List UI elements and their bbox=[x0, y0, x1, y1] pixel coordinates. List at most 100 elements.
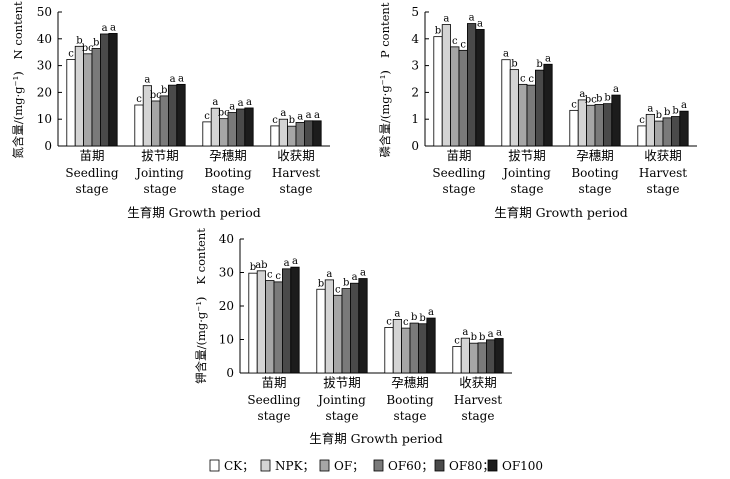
bar-significance-label: b bbox=[419, 313, 425, 324]
bar-significance-label: a bbox=[443, 14, 449, 25]
x-tick-label-cn: 拔节期 bbox=[508, 148, 546, 163]
bar bbox=[679, 110, 689, 147]
bar-significance-label: a bbox=[613, 84, 619, 95]
bar bbox=[392, 318, 403, 374]
x-tick-label-en: Jointing bbox=[501, 166, 551, 180]
legend-label: OF80； bbox=[449, 459, 494, 473]
y-axis-label-en: P content bbox=[378, 2, 392, 58]
bar-significance-label: b bbox=[656, 110, 662, 121]
bar bbox=[662, 117, 672, 147]
bar bbox=[611, 94, 621, 147]
bar-significance-label: b bbox=[604, 93, 610, 104]
bar-significance-label: c bbox=[520, 73, 526, 84]
x-tick-label-cn: 拔节期 bbox=[141, 148, 179, 163]
y-axis-label-en: K content bbox=[194, 228, 208, 285]
bar bbox=[349, 282, 360, 374]
legend-label: OF； bbox=[334, 459, 364, 473]
y-tick-label: 30 bbox=[219, 266, 234, 280]
bar bbox=[333, 294, 343, 374]
y-tick-label: 1 bbox=[411, 112, 419, 126]
y-tick-label: 10 bbox=[37, 112, 52, 126]
x-tick-label-cn: 孕穗期 bbox=[209, 148, 247, 163]
bar bbox=[91, 48, 101, 147]
bar-significance-label: bc bbox=[150, 90, 162, 101]
bar-significance-label: c bbox=[68, 48, 74, 59]
bar-significance-label: a bbox=[428, 307, 434, 318]
x-tick-label-cn: 孕穗期 bbox=[576, 148, 614, 163]
bar-significance-label: a bbox=[246, 97, 252, 108]
y-tick-label: 10 bbox=[219, 333, 234, 347]
bar bbox=[401, 327, 411, 374]
bar-significance-label: bc bbox=[585, 94, 597, 105]
bar-significance-label: b bbox=[250, 262, 256, 273]
bar bbox=[273, 281, 283, 374]
y-tick-label: 4 bbox=[411, 32, 419, 46]
bar-significance-label: c bbox=[267, 270, 273, 281]
bar-significance-label: b bbox=[76, 35, 82, 46]
legend-label: NPK； bbox=[275, 459, 315, 473]
bar bbox=[248, 272, 258, 374]
x-tick-label-en: stage bbox=[647, 182, 680, 196]
bar bbox=[227, 112, 237, 147]
bar bbox=[637, 125, 647, 147]
bar-significance-label: c bbox=[136, 94, 142, 105]
x-tick-label-cn: 收获期 bbox=[277, 148, 315, 163]
x-tick-label-en: Harvest bbox=[454, 393, 502, 407]
x-tick-label-en: Jointing bbox=[134, 166, 184, 180]
x-tick-label-en: Booting bbox=[386, 393, 434, 407]
bar bbox=[256, 270, 267, 374]
bar bbox=[543, 63, 553, 147]
x-tick-label-en: stage bbox=[144, 182, 177, 196]
x-tick-label-en: stage bbox=[258, 409, 291, 423]
bar-significance-label: c bbox=[571, 99, 577, 110]
bar bbox=[426, 317, 436, 374]
bar bbox=[654, 120, 664, 147]
bar bbox=[441, 24, 452, 147]
bar-significance-label: c bbox=[460, 39, 466, 50]
y-tick-label: 3 bbox=[411, 59, 419, 73]
bar-significance-label: a bbox=[306, 110, 312, 121]
bar-significance-label: c bbox=[639, 115, 645, 126]
x-tick-label-en: Seedling bbox=[247, 393, 301, 407]
y-tick-label: 40 bbox=[219, 232, 234, 246]
bar bbox=[594, 104, 604, 147]
bar-significance-label: a bbox=[212, 97, 218, 108]
bar bbox=[586, 104, 596, 147]
bar bbox=[450, 46, 460, 147]
bar-significance-label: a bbox=[394, 308, 400, 319]
bar bbox=[466, 23, 477, 147]
y-axis-label: 氮含量/(mg·g⁻¹) N content bbox=[11, 1, 25, 159]
x-tick-label-en: stage bbox=[511, 182, 544, 196]
bar bbox=[477, 342, 487, 374]
bar-significance-label: bc bbox=[218, 108, 230, 119]
legend-swatch bbox=[434, 459, 445, 472]
bar-significance-label: a bbox=[477, 18, 483, 29]
bar bbox=[235, 108, 246, 147]
y-tick-label: 40 bbox=[37, 32, 52, 46]
bar-significance-label: a bbox=[647, 103, 653, 114]
x-axis-label: 生育期 Growth period bbox=[494, 205, 628, 220]
bar-significance-label: c bbox=[528, 74, 534, 85]
bar bbox=[100, 33, 110, 147]
bar bbox=[384, 327, 394, 374]
bar bbox=[535, 69, 545, 147]
bar-significance-label: b bbox=[161, 85, 167, 96]
bar bbox=[83, 53, 93, 147]
legend: CK； NPK； OF； OF60； OF80； OF100 bbox=[209, 459, 543, 473]
bar bbox=[409, 322, 419, 374]
bar-significance-label: a bbox=[314, 110, 320, 121]
x-tick-label-en: stage bbox=[76, 182, 109, 196]
bar bbox=[671, 116, 681, 147]
x-tick-label-cn: 苗期 bbox=[446, 148, 471, 163]
x-tick-label-en: stage bbox=[326, 409, 359, 423]
bar-significance-label: a bbox=[110, 22, 116, 33]
bar bbox=[202, 121, 212, 147]
x-axis-label: 生育期 Growth period bbox=[309, 431, 443, 446]
bar bbox=[509, 69, 520, 147]
x-tick-label-en: stage bbox=[579, 182, 612, 196]
bar bbox=[452, 346, 462, 374]
legend-swatch bbox=[487, 459, 498, 472]
bar bbox=[603, 103, 613, 147]
